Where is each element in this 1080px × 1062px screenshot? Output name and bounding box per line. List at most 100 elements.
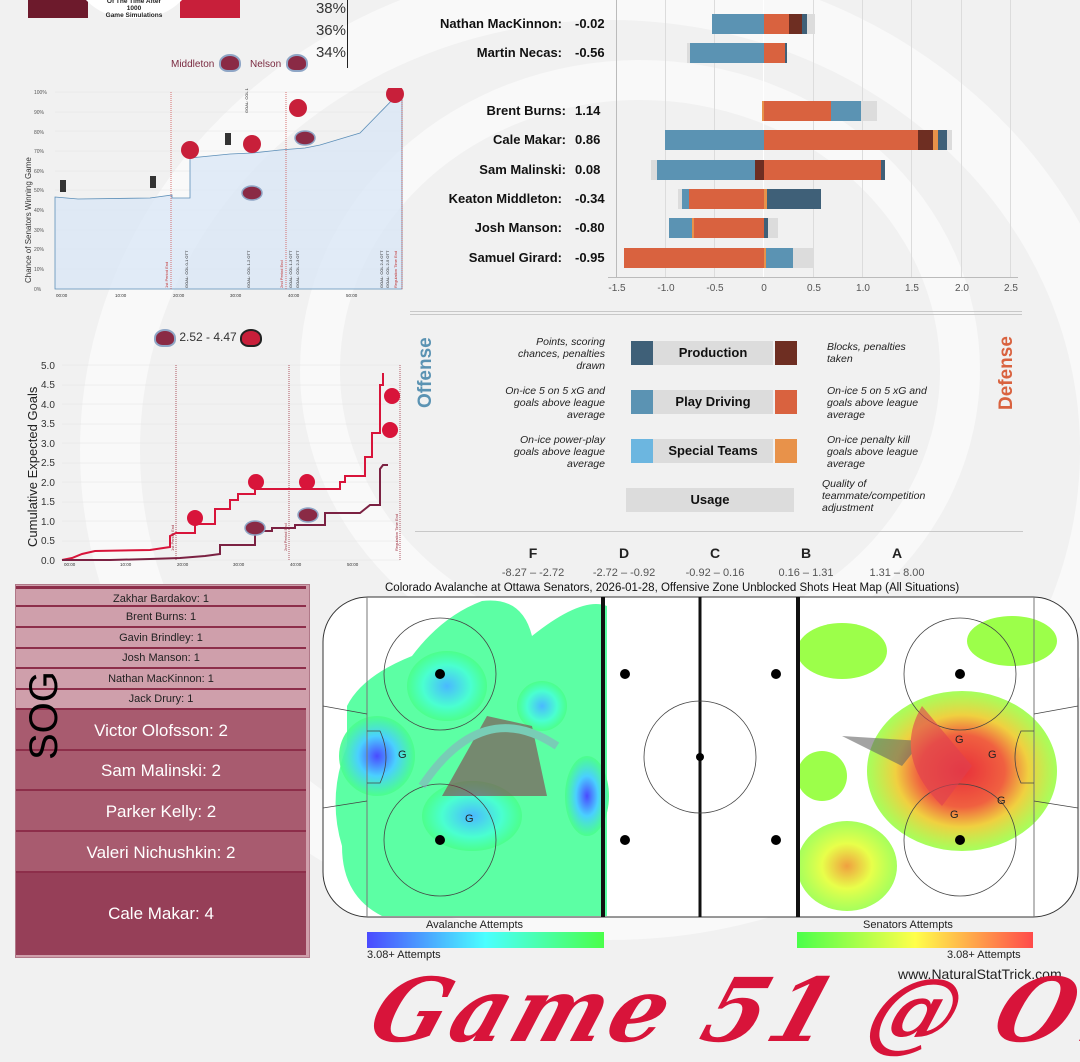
svg-text:1.0: 1.0	[41, 517, 55, 528]
svg-text:10%: 10%	[34, 267, 45, 273]
svg-text:GOAL: COL 0-1 OTT: GOAL: COL 0-1 OTT	[184, 250, 189, 288]
svg-text:G: G	[465, 813, 474, 825]
sog-row: Gavin Brindley: 1	[16, 628, 306, 649]
svg-text:10:00: 10:00	[120, 562, 132, 567]
legend-usage: Usage	[626, 488, 794, 512]
win-probability-svg: Chance of Senators Winning Game 0% 10% 2…	[24, 75, 404, 298]
svg-text:Regulation Time End: Regulation Time End	[393, 251, 398, 288]
x-tick: 0.5	[807, 283, 821, 294]
legend-desc-offense: On-ice 5 on 5 xG and goals above league …	[505, 385, 605, 421]
legend-special-teams: Special Teams	[653, 439, 773, 463]
x-tick: 1.5	[905, 283, 919, 294]
bar-chart-legend: Offense Defense Points, scoring chances,…	[410, 320, 1030, 530]
svg-text:20:00: 20:00	[177, 562, 189, 567]
rink-svg: G G G G G G	[322, 596, 1079, 918]
avalanche-logo-icon	[218, 54, 241, 72]
svg-text:40:00: 40:00	[288, 293, 300, 298]
svg-text:40%: 40%	[34, 208, 45, 214]
x-axis-line	[608, 277, 1018, 278]
win-probability-chart: Chance of Senators Winning Game 0% 10% 2…	[20, 75, 410, 303]
svg-text:2.0: 2.0	[41, 478, 55, 489]
sog-row: Parker Kelly: 2	[16, 791, 306, 832]
svg-text:20:00: 20:00	[173, 293, 185, 298]
svg-text:2nd Period End: 2nd Period End	[279, 260, 284, 288]
svg-text:G: G	[955, 734, 964, 746]
bar-row-keaton-middleton: Keaton Middleton: -0.34	[410, 189, 1030, 209]
defense-label: Defense	[996, 336, 1017, 410]
x-tick: 2.0	[955, 283, 969, 294]
legend-desc-offense: Points, scoring chances, penalties drawn	[518, 336, 605, 372]
svg-text:30%: 30%	[34, 228, 45, 234]
y-tick: 34%	[315, 44, 346, 61]
grade-range: 1.31 – 8.00	[869, 567, 925, 579]
sog-row: Valeri Nichushkin: 2	[16, 832, 306, 873]
senators-logo-icon	[187, 388, 400, 526]
svg-text:GOAL: COL 2-5 OTT: GOAL: COL 2-5 OTT	[385, 250, 390, 288]
x-tick: 0	[761, 283, 767, 294]
bar-row-sam-malinski: Sam Malinski: 0.08	[410, 160, 1030, 180]
bar-row-brent-burns: Brent Burns: 1.14	[410, 101, 1030, 121]
offense-label: Offense	[415, 337, 436, 408]
legend-swatch-play-driving-defense	[775, 390, 797, 414]
svg-text:G: G	[398, 749, 407, 761]
legend-desc-defense: On-ice penalty kill goals above league a…	[827, 434, 919, 470]
svg-text:30:00: 30:00	[233, 562, 245, 567]
svg-text:30:00: 30:00	[230, 293, 242, 298]
svg-text:G: G	[950, 809, 959, 821]
divider	[410, 311, 1022, 312]
svg-text:2nd Period End: 2nd Period End	[283, 523, 288, 551]
svg-text:GOAL: COL 1-1 OTT: GOAL: COL 1-1 OTT	[244, 88, 249, 113]
senators-logo-icon	[842, 706, 972, 806]
svg-text:G: G	[997, 795, 1006, 807]
bar-row-cale-makar: Cale Makar: 0.86	[410, 130, 1030, 150]
legend-production: Production	[653, 341, 773, 365]
svg-text:GOAL: COL 2-3 OTT: GOAL: COL 2-3 OTT	[295, 250, 300, 288]
avalanche-logo-icon	[418, 716, 560, 796]
game-score-bar-chart: Nathan MacKinnon: -0.02 Martin Necas: -0…	[0, 0, 1080, 300]
x-tick: -0.5	[706, 283, 724, 294]
x-tick: 2.5	[1004, 283, 1018, 294]
svg-text:1st Period End: 1st Period End	[170, 525, 175, 551]
sog-row: Victor Olofsson: 2	[16, 710, 306, 751]
legend-swatch-special-teams-offense	[631, 439, 653, 463]
bar-row-nathan-mackinnon: Nathan MacKinnon: -0.02	[410, 14, 1030, 34]
avalanche-logo-icon	[244, 507, 319, 536]
gauge-senators-segment	[180, 0, 240, 18]
gauge-avalanche-segment	[28, 0, 88, 18]
expected-goals-svg: Cumulative Expected Goals 0.0 0.5 1.0 1.…	[25, 361, 401, 567]
avalanche-legend-gradient	[367, 932, 604, 948]
goal-markers: G G G G G G	[398, 734, 1006, 825]
avalanche-legend-title: Avalanche Attempts	[426, 919, 524, 931]
svg-text:90%: 90%	[34, 110, 45, 116]
credit-text: www.NaturalStatTrick.com	[898, 966, 1062, 982]
divider	[410, 314, 1022, 315]
svg-text:80%: 80%	[34, 130, 45, 136]
y-ticks: 0.0 0.5 1.0 1.5 2.0 2.5 3.0 3.5 4.0 4.5 …	[41, 361, 55, 567]
game-banner: Game 51 @ OTT	[358, 958, 1080, 1062]
grade-letter: D	[618, 545, 630, 561]
svg-text:GOAL: COL 1-2 OTT: GOAL: COL 1-2 OTT	[246, 250, 251, 288]
senators-legend-scale: 3.08+ Attempts	[947, 949, 1021, 961]
faceoff-dots	[435, 669, 965, 845]
avalanche-logo-icon	[154, 329, 176, 347]
grade-range: 0.16 – 1.31	[778, 567, 834, 579]
grade-range: -0.92 – 0.16	[685, 567, 745, 579]
x-ticks: 00:00 10:00 20:00 30:00 40:00 50:00	[64, 562, 359, 567]
sog-row: Sam Malinski: 2	[16, 751, 306, 791]
legend-swatch-play-driving-offense	[631, 390, 653, 414]
svg-text:10:00: 10:00	[115, 293, 127, 298]
svg-text:100%: 100%	[34, 90, 47, 96]
svg-text:20%: 20%	[34, 247, 45, 253]
gauge-caption: Of The Time After 1000 Game Simulations	[105, 0, 163, 18]
grade-range: -8.27 – -2.72	[501, 567, 565, 579]
avalanche-xg-line	[62, 464, 388, 561]
xg-score-header: 2.52 - 4.47	[154, 329, 263, 347]
svg-text:50:00: 50:00	[347, 562, 359, 567]
senators-legend-title: Senators Attempts	[863, 919, 953, 931]
grade-letter: A	[891, 545, 903, 561]
legend-swatch-special-teams-defense	[775, 439, 797, 463]
y-axis-label: Cumulative Expected Goals	[25, 386, 40, 547]
x-ticks: 00:00 10:00 20:00 30:00 40:00 50:00	[56, 293, 358, 298]
legend-desc-defense: On-ice 5 on 5 xG and goals above league …	[827, 385, 927, 421]
bar-row-martin-necas: Martin Necas: -0.56	[410, 43, 1030, 63]
